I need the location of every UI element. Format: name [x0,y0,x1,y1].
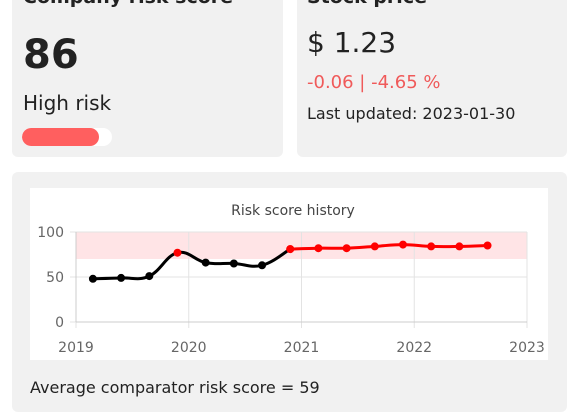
card-title: Stock price [307,0,427,8]
score-card: Company risk score 86 High risk [12,0,283,157]
score-bar [22,128,100,146]
chart: Risk score history 0 50 100 2019 2020 2021 202… [30,188,548,360]
data-point [229,259,238,268]
chart-title: Risk score history [231,203,355,219]
y-tick-label: 50 [46,270,64,286]
data-point [342,244,351,253]
x-tick-label: 2022 [396,340,432,356]
price-change: -0.06 | -4.65 % [307,72,441,93]
data-point [117,273,126,282]
data-point [455,242,464,251]
y-tick-label: 0 [55,315,64,331]
data-point [314,244,323,253]
x-tick-label: 2021 [284,340,320,356]
data-point [201,258,210,267]
history-card: Risk score history 0 50 100 2019 2020 2021 202… [12,172,567,412]
risk-level: High risk [23,91,112,115]
data-point [145,272,154,281]
data-point [258,261,267,270]
data-point [370,242,379,251]
score-bar-track [22,128,112,146]
x-tick-label: 2020 [171,340,207,356]
price: $ 1.23 [307,26,397,59]
data-point [173,248,182,257]
x-tick-label: 2023 [509,340,545,356]
y-tick-label: 100 [37,225,64,241]
score: 86 [23,32,79,78]
card-title: Company risk score [23,0,233,8]
data-point [88,274,97,283]
last-updated: Last updated: 2023-01-30 [307,104,516,123]
stock-card: Stock price $ 1.23 -0.06 | -4.65 % Last … [297,0,567,157]
page: Company risk score 86 High risk Stock pr… [12,0,567,412]
data-point [398,240,407,249]
x-tick-label: 2019 [58,340,94,356]
data-point [286,245,295,254]
data-point [427,242,436,251]
comparator-text: Average comparator risk score = 59 [30,378,320,397]
data-point [483,241,492,250]
